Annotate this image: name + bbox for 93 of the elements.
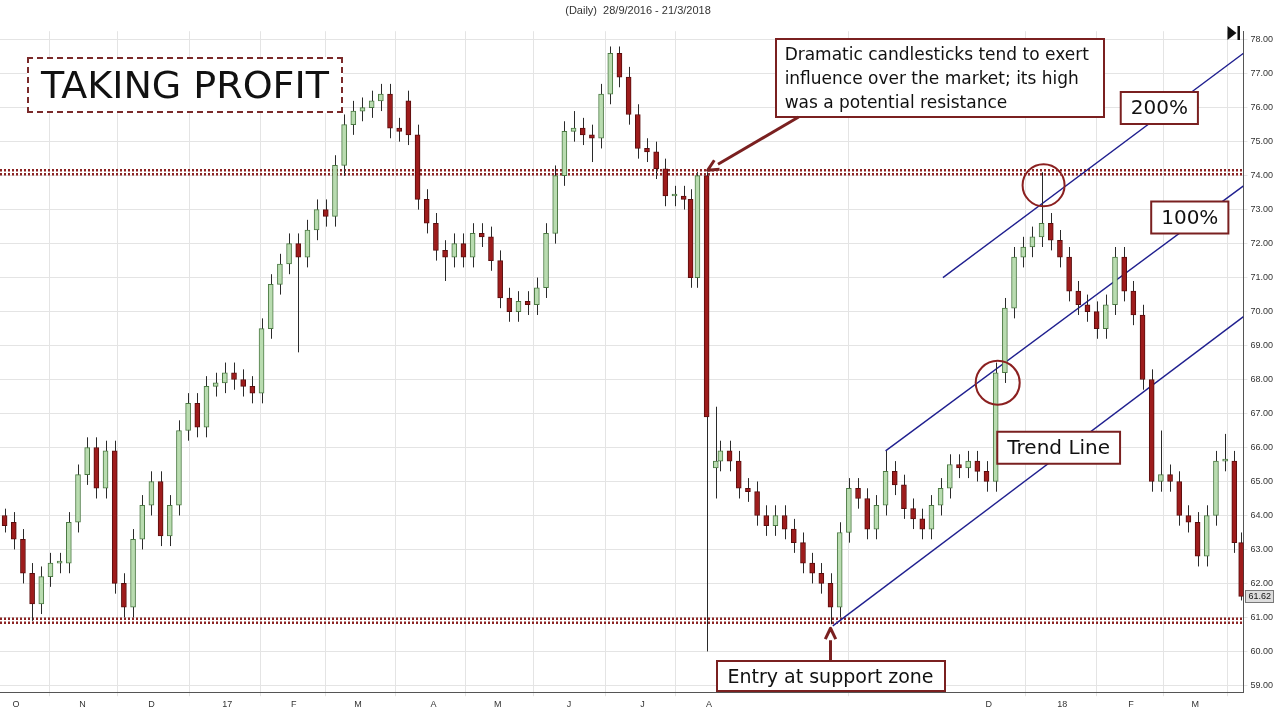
x-tick-label: M [354,699,362,710]
candlestick [524,290,531,316]
series-label: 100% [1161,204,1219,229]
candlestick [754,481,760,527]
x-tick-label: J [640,699,645,710]
candlestick [121,572,127,618]
candlestick [295,232,302,353]
candlestick [286,232,292,275]
x-tick-label: D [148,699,156,710]
y-tick-label: 60.00 [1250,645,1274,656]
series-label: 200% [1130,95,1188,120]
y-tick-label: 76.00 [1250,102,1274,113]
candlestick [1057,229,1063,268]
x-tick-label: F [290,699,297,710]
candlestick [423,188,430,234]
y-tick-label: 62.00 [1250,577,1274,588]
candlestick [194,392,201,438]
y-tick-label: 68.00 [1250,374,1274,385]
y-tick-label: 71.00 [1250,272,1274,283]
candlestick [1075,280,1082,316]
x-tick-label: M [1191,699,1200,710]
candlestick [1185,504,1192,533]
candlestick [396,117,403,143]
candlestick [1158,430,1164,493]
candlestick [712,406,719,499]
candlestick [240,368,247,398]
candlestick [763,504,770,537]
annotation: Dramatic candlesticks tend to exert influence over the market; its high was a potential resistance [774,38,1105,118]
candlestick [350,100,357,136]
candlestick [579,117,586,146]
candlestick [965,450,971,479]
candlestick [589,124,595,163]
y-tick-label: 73.00 [1250,204,1274,215]
candlestick [442,239,448,282]
candlestick [910,497,916,530]
y-tick-label: 69.00 [1250,340,1274,351]
candlestick [378,83,384,112]
y-tick-label: 77.00 [1250,68,1274,79]
candlestick [1020,236,1027,268]
candlestick [919,508,926,540]
candlestick [506,287,513,323]
candlestick [644,137,650,163]
x-tick-label: M [494,699,502,710]
candlestick [451,232,458,268]
y-tick-label: 72.00 [1250,238,1274,249]
candlestick [534,277,540,316]
candlestick [231,362,237,391]
candlestick [891,460,898,496]
candlestick [10,511,17,550]
candlestick [1047,212,1054,251]
y-tick-label: 75.00 [1250,136,1274,147]
candlestick [800,531,806,574]
candlestick [1102,294,1109,340]
candlestick [855,477,861,510]
x-tick-label: O [12,699,20,710]
x-tick-label: D [985,699,993,710]
candlestick [956,453,962,479]
candlestick [809,552,815,584]
y-tick-label: 70.00 [1250,306,1274,317]
candlestick [488,226,494,272]
candlestick [322,198,329,228]
candlestick [901,474,907,520]
y-tick-label: 61.00 [1250,611,1274,622]
chart-title: (Daily) 28/9/2016 - 21/3/2018 [565,3,711,16]
candlestick [653,141,659,180]
candlestick [478,222,485,248]
candlestick [680,185,687,211]
candlestick [222,362,228,394]
x-tick-label: N [79,699,86,710]
candlestick [1167,464,1173,493]
candlestick [790,518,797,554]
y-tick-label: 65.00 [1250,475,1274,486]
y-tick-label: 78.00 [1250,34,1274,45]
x-tick-label: 17 [222,699,233,710]
candlestick [946,453,953,499]
y-tick-label: 63.00 [1250,543,1274,554]
y-tick-label: 66.00 [1250,442,1274,452]
candlestick [745,477,751,503]
y-tick-label: 59.00 [1250,679,1274,690]
y-tick-label: 67.00 [1250,408,1274,419]
annotation: Entry at support zone [715,660,946,692]
x-tick-label: A [705,699,712,710]
x-tick-label: J [566,699,572,710]
x-tick-label: F [1128,699,1135,710]
annotation: TAKING PROFIT [27,57,343,113]
text: 61.62 [1245,589,1274,603]
y-tick-label: 64.00 [1250,509,1274,520]
x-tick-label: 18 [1057,699,1068,710]
y-tick-label: 74.00 [1250,170,1274,181]
candlestick [1084,294,1091,323]
series-label: Trend Line [1006,435,1111,460]
x-tick-label: A [430,699,437,710]
candlestick [277,253,283,296]
